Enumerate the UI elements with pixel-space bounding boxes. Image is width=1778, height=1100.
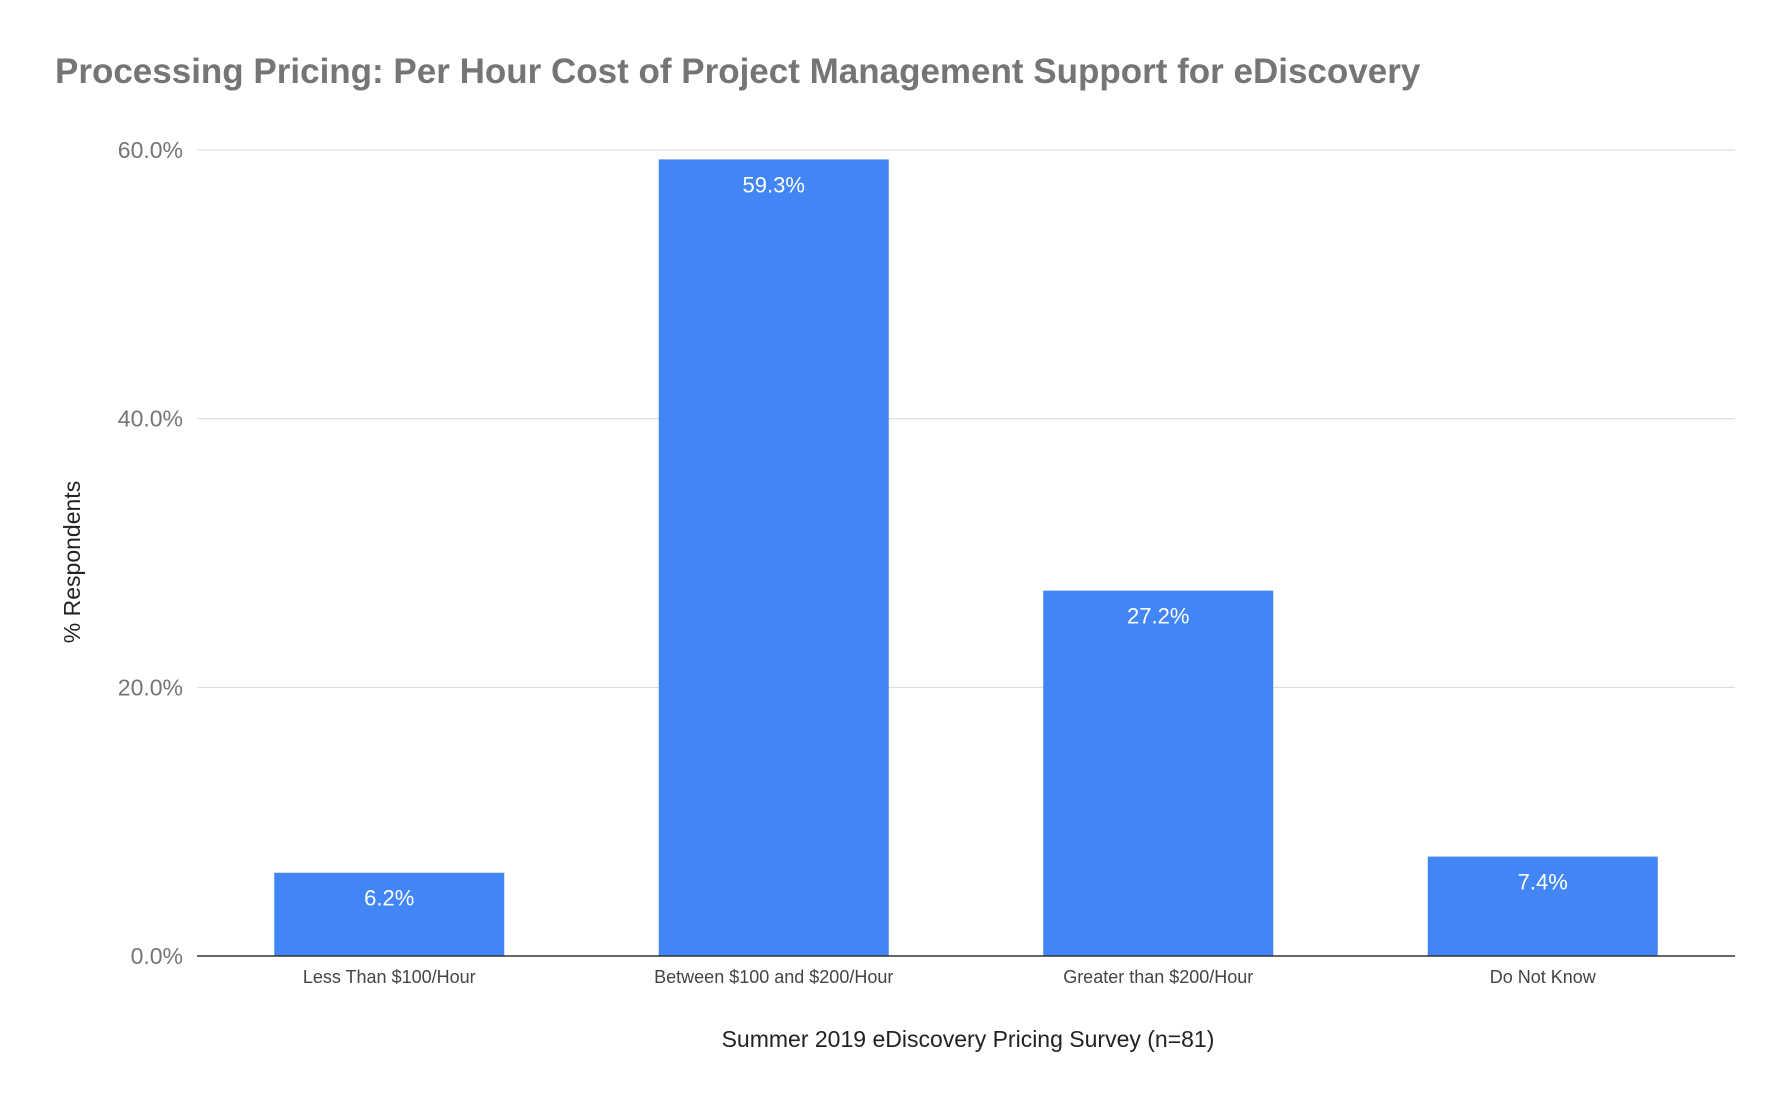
labels: 0.0% 20.0% 40.0% 60.0% 6.2% Less Than $100/Ho… <box>118 137 1597 987</box>
y-tick-label: 40.0% <box>118 406 183 432</box>
x-tick-label: Between $100 and $200/Hour <box>654 967 893 987</box>
bar <box>274 872 505 956</box>
chart-title: Processing Pricing: Per Hour Cost of Pro… <box>55 52 1421 91</box>
bar <box>658 159 889 957</box>
data-label: 59.3% <box>743 172 805 197</box>
bar <box>1043 590 1274 956</box>
gridlines <box>197 149 1735 688</box>
data-label: 27.2% <box>1127 604 1189 629</box>
y-tick-label: 0.0% <box>131 943 183 969</box>
x-axis-title: Summer 2019 eDiscovery Pricing Survey (n… <box>722 1026 1215 1052</box>
data-label: 6.2% <box>364 886 414 911</box>
x-tick-label: Less Than $100/Hour <box>303 967 476 987</box>
bars <box>197 159 1735 957</box>
y-tick-label: 60.0% <box>118 137 183 163</box>
y-axis-title: % Respondents <box>59 481 85 643</box>
data-label: 7.4% <box>1518 870 1568 895</box>
x-tick-label: Greater than $200/Hour <box>1063 967 1253 987</box>
bar <box>1427 856 1658 956</box>
x-tick-label: Do Not Know <box>1490 967 1597 987</box>
y-tick-label: 20.0% <box>118 674 183 700</box>
